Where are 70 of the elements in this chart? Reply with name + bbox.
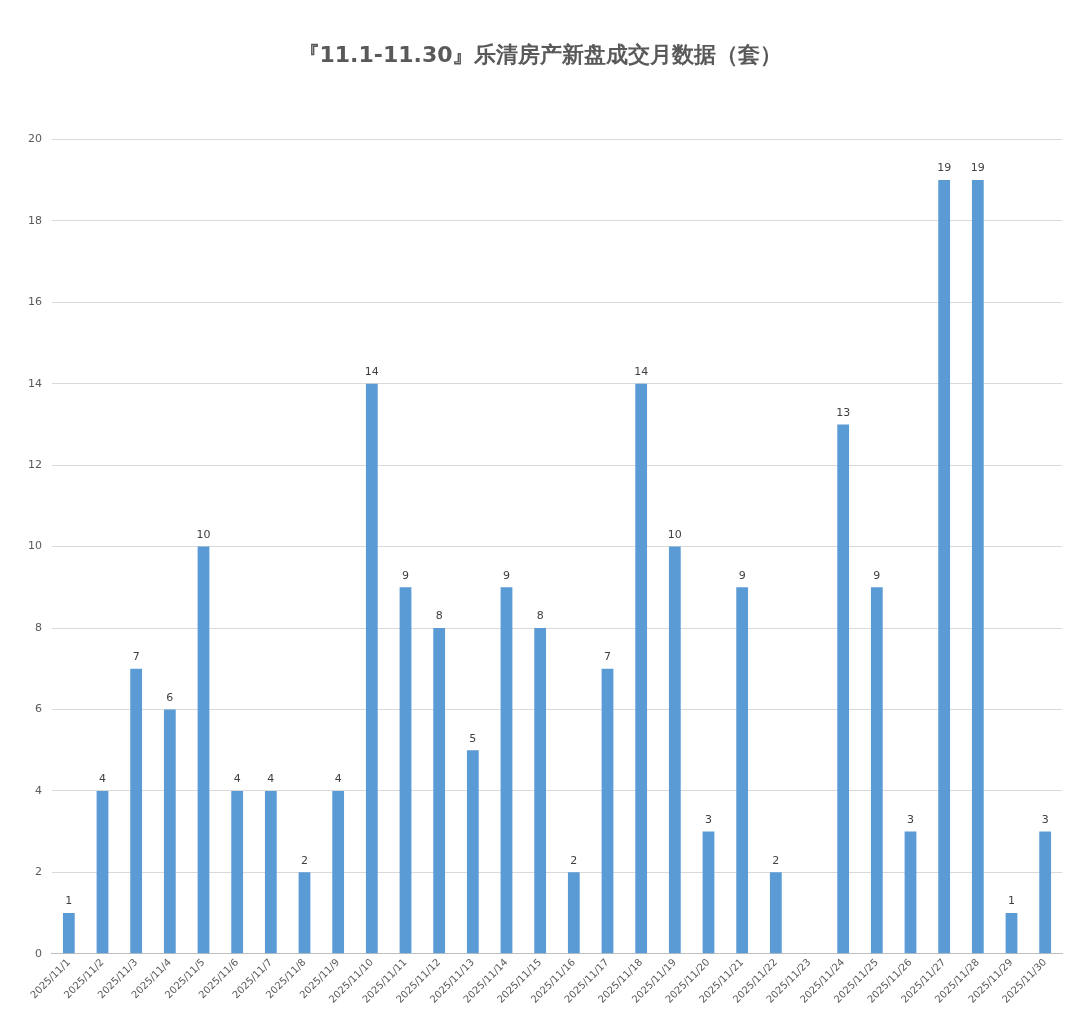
bar: [332, 790, 345, 954]
data-label: 2: [570, 853, 578, 867]
bar: [971, 180, 984, 954]
y-tick-label: 4: [35, 783, 42, 797]
data-label: 4: [267, 772, 275, 786]
data-label: 2: [772, 853, 780, 867]
data-label: 9: [738, 568, 746, 582]
bar: [1005, 913, 1018, 954]
bar: [433, 628, 446, 954]
y-tick-label: 16: [28, 295, 42, 309]
bar: [130, 668, 143, 954]
data-label: 10: [667, 527, 682, 541]
bar: [938, 180, 951, 954]
data-label: 7: [132, 650, 140, 664]
data-label: 9: [503, 568, 510, 582]
bar: [769, 872, 782, 954]
data-label: 10: [196, 527, 211, 541]
data-label: 1: [65, 894, 73, 908]
y-tick-label: 18: [28, 213, 42, 227]
data-label: 2: [301, 853, 308, 867]
bar: [62, 913, 75, 954]
data-label: 13: [836, 405, 851, 419]
bar: [668, 546, 681, 954]
bar: [197, 546, 210, 954]
data-label: 8: [435, 609, 443, 623]
bar: [635, 383, 648, 954]
bar: [365, 383, 378, 954]
bar: [837, 424, 850, 954]
data-label: 19: [970, 161, 985, 175]
data-label: 3: [705, 812, 712, 826]
bar: [96, 790, 109, 954]
bar: [163, 709, 176, 954]
data-label: 4: [233, 772, 241, 786]
data-label: 14: [364, 365, 379, 379]
bar: [736, 587, 749, 954]
bar: [466, 750, 479, 954]
bar: [1039, 831, 1052, 954]
y-tick-label: 6: [35, 702, 42, 716]
data-label: 19: [937, 161, 952, 175]
y-tick-label: 8: [35, 620, 42, 634]
y-tick-label: 2: [35, 865, 42, 879]
data-label: 4: [334, 772, 342, 786]
bar: [702, 831, 715, 954]
data-label: 14: [634, 365, 649, 379]
data-label: 8: [536, 609, 544, 623]
bar: [534, 628, 547, 954]
data-label: 3: [1041, 812, 1049, 826]
data-label: 1: [1008, 894, 1015, 908]
y-tick-label: 10: [28, 539, 42, 553]
bar: [298, 872, 311, 954]
chart-title: 『11.1-11.30』乐清房产新盘成交月数据（套）: [297, 41, 783, 67]
y-tick-label: 0: [35, 946, 42, 960]
bar: [870, 587, 883, 954]
data-label: 4: [99, 772, 106, 786]
bar: [264, 790, 277, 954]
y-tick-label: 20: [28, 132, 42, 146]
data-label: 5: [469, 731, 477, 745]
data-label: 7: [604, 650, 611, 664]
y-tick-label: 12: [28, 458, 42, 471]
y-tick-label: 14: [28, 376, 42, 390]
data-label: 9: [873, 568, 881, 582]
bar: [500, 587, 513, 954]
bar: [399, 587, 412, 954]
bar: [231, 790, 244, 954]
bar: [601, 668, 614, 954]
data-label: 9: [402, 568, 409, 582]
bar: [904, 831, 917, 954]
data-label: 3: [907, 812, 914, 826]
bar: [567, 872, 580, 954]
data-label: 6: [166, 690, 174, 704]
